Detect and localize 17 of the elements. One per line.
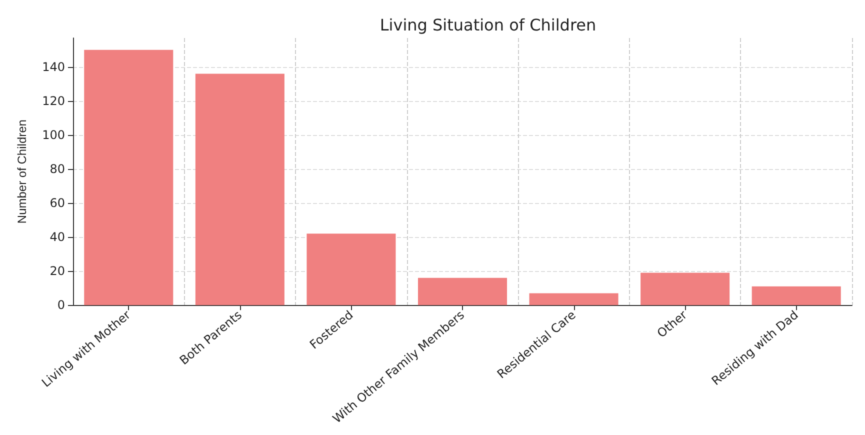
bar <box>306 234 396 306</box>
y-tick-label: 20 <box>50 264 65 278</box>
bar <box>195 74 284 306</box>
y-tick-label: 140 <box>42 60 65 74</box>
y-tick-label: 120 <box>42 94 65 108</box>
bar <box>640 272 730 306</box>
y-tick-label: 100 <box>42 128 65 142</box>
y-tick-label: 60 <box>50 196 65 210</box>
bar <box>752 286 841 306</box>
y-tick-label: 0 <box>57 298 65 312</box>
bar <box>529 293 618 306</box>
y-axis-title: Number of Children <box>15 120 29 224</box>
y-tick-label: 40 <box>50 230 65 244</box>
bar <box>84 50 174 306</box>
y-tick-label: 80 <box>50 162 65 176</box>
chart-title: Living Situation of Children <box>380 16 596 34</box>
bar <box>418 278 508 306</box>
